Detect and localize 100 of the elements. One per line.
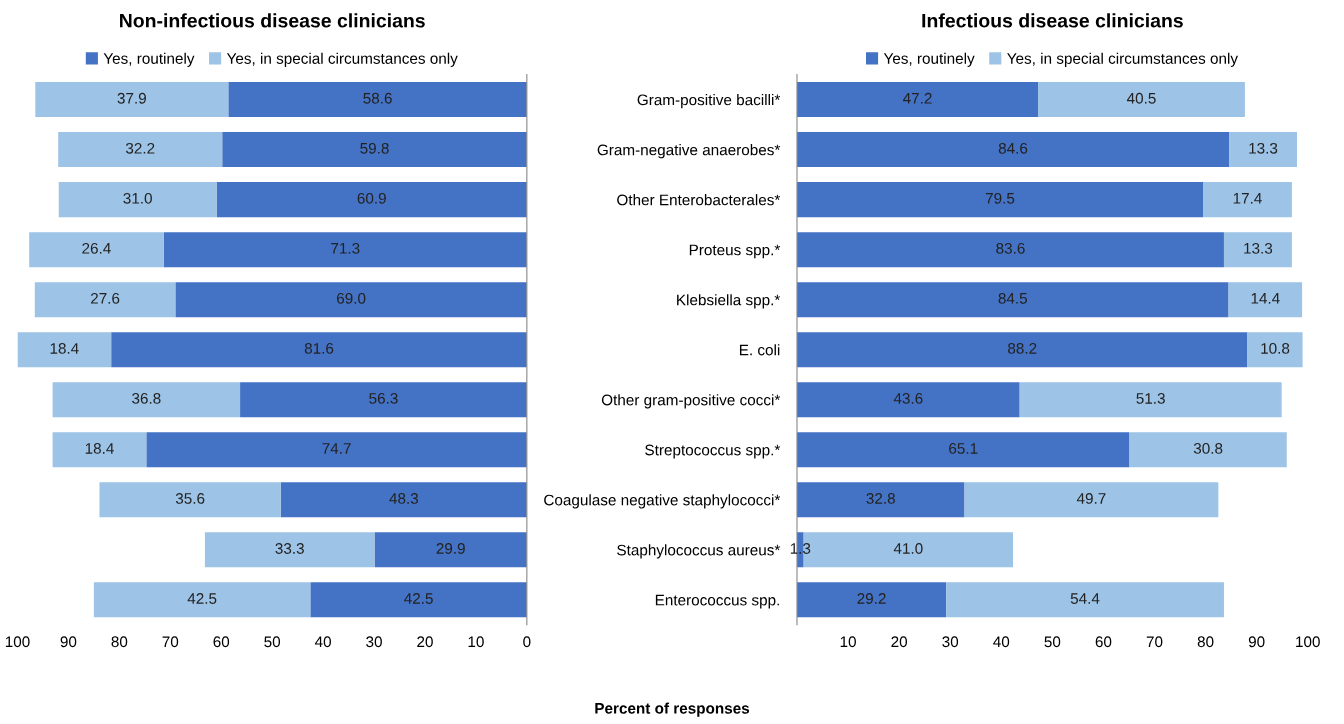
bar: [222, 132, 527, 168]
x-tick-label: 70: [1146, 636, 1163, 648]
bar: [310, 582, 527, 618]
bar: [204, 532, 375, 568]
y-tick-label: Staphylococcus aureus*: [617, 544, 781, 559]
bar: [1229, 132, 1297, 168]
bar: [946, 582, 1224, 618]
chart-title: Infectious disease clinicians: [922, 13, 1183, 28]
data-label: 51.3: [1136, 393, 1165, 404]
bar: [796, 282, 1229, 318]
data-label: 71.3: [331, 242, 360, 254]
data-label: 18.4: [50, 342, 79, 354]
x-tick-label: 20: [417, 636, 433, 648]
x-tick-label: 100: [5, 636, 30, 648]
x-tick-label: 100: [1296, 636, 1320, 648]
bar: [796, 332, 1248, 368]
x-tick-label: 40: [314, 636, 331, 648]
x-tick-label: 90: [60, 636, 77, 648]
bar: [52, 432, 147, 468]
data-label: 42.5: [187, 593, 217, 604]
chart-title: Non-infectious disease clinicians: [120, 13, 425, 28]
data-label: 48.3: [389, 493, 419, 504]
bar: [1228, 282, 1303, 318]
data-label: 10.8: [1261, 342, 1290, 354]
data-label: 69.0: [337, 292, 366, 304]
data-label: 13.3: [1249, 142, 1278, 154]
data-label: 33.3: [275, 543, 304, 554]
bar: [17, 332, 112, 368]
data-label: 47.2: [903, 92, 932, 104]
bar: [146, 432, 527, 468]
data-label: 32.2: [125, 142, 155, 154]
y-tick-label: E. coli: [739, 344, 780, 356]
data-label: 84.6: [998, 142, 1028, 154]
x-tick-label: 50: [1044, 636, 1061, 648]
bar: [216, 182, 527, 218]
bar: [175, 282, 527, 318]
x-tick-label: 0: [523, 636, 531, 648]
y-tick-label: Coagulase negative staphylococci*: [544, 494, 781, 509]
bar: [1019, 382, 1282, 418]
bar: [228, 82, 527, 118]
data-label: 43.6: [893, 393, 923, 404]
data-label: 29.2: [857, 593, 886, 604]
x-tick-label: 30: [942, 636, 959, 648]
data-label: 81.6: [304, 342, 334, 354]
bar: [1203, 182, 1292, 218]
bar: [35, 82, 229, 118]
bar: [58, 182, 217, 218]
data-label: 56.3: [369, 393, 398, 404]
data-label: 59.8: [360, 142, 389, 154]
bar: [93, 582, 311, 618]
y-tick-label: Klebsiella spp.*: [677, 294, 781, 309]
x-tick-label: 30: [366, 636, 382, 648]
y-tick-label: Streptococcus spp.*: [645, 444, 781, 459]
x-tick-label: 80: [111, 636, 128, 648]
y-tick-label: Other gram-positive cocci*: [601, 394, 781, 409]
bar: [29, 232, 164, 268]
data-label: 42.5: [404, 593, 433, 604]
data-label: 74.7: [322, 443, 351, 454]
bar: [58, 132, 223, 168]
data-label: 41.0: [893, 543, 923, 554]
legend-label: Yes, in special circumstances only: [226, 52, 458, 67]
x-tick-label: 80: [1197, 636, 1214, 648]
data-label: 36.8: [132, 393, 161, 404]
bar: [111, 332, 527, 368]
bar: [1223, 232, 1292, 268]
data-label: 40.5: [1126, 92, 1156, 104]
bar: [796, 232, 1224, 268]
x-tick-label: 10: [840, 636, 856, 648]
data-label: 54.4: [1070, 593, 1100, 604]
data-label: 13.3: [1244, 242, 1273, 254]
legend-label: Yes, routinely: [883, 52, 975, 67]
y-tick-label: Gram-positive bacilli*: [637, 94, 781, 109]
bar: [796, 82, 1039, 118]
legend-label: Yes, in special circumstances only: [1007, 52, 1238, 67]
y-tick-label: Other Enterobacterales*: [617, 194, 781, 206]
bar: [1129, 432, 1287, 468]
data-label: 65.1: [949, 443, 978, 454]
bar: [796, 582, 947, 618]
data-label: 14.4: [1251, 293, 1280, 304]
y-tick-label: Gram-negative anaerobes*: [597, 144, 781, 159]
bar: [52, 382, 241, 418]
data-label: 26.4: [82, 242, 111, 254]
data-label: 17.4: [1233, 193, 1262, 204]
bar: [240, 382, 527, 418]
data-label: 83.6: [996, 242, 1025, 254]
legend-label: Yes, routinely: [103, 52, 195, 67]
bar: [280, 482, 527, 518]
bar: [796, 432, 1130, 468]
data-label: 79.5: [985, 192, 1015, 204]
y-tick-label: Enterococcus spp.: [655, 594, 779, 609]
data-label: 18.4: [85, 443, 114, 454]
bar: [163, 232, 527, 268]
data-label: 30.8: [1193, 443, 1223, 454]
bar: [796, 382, 1020, 418]
data-label: 37.9: [117, 92, 146, 104]
data-label: 84.5: [998, 292, 1027, 304]
x-tick-label: 60: [1095, 636, 1112, 648]
data-label: 31.0: [123, 192, 152, 204]
x-tick-label: 10: [468, 636, 484, 648]
bar: [964, 482, 1219, 518]
